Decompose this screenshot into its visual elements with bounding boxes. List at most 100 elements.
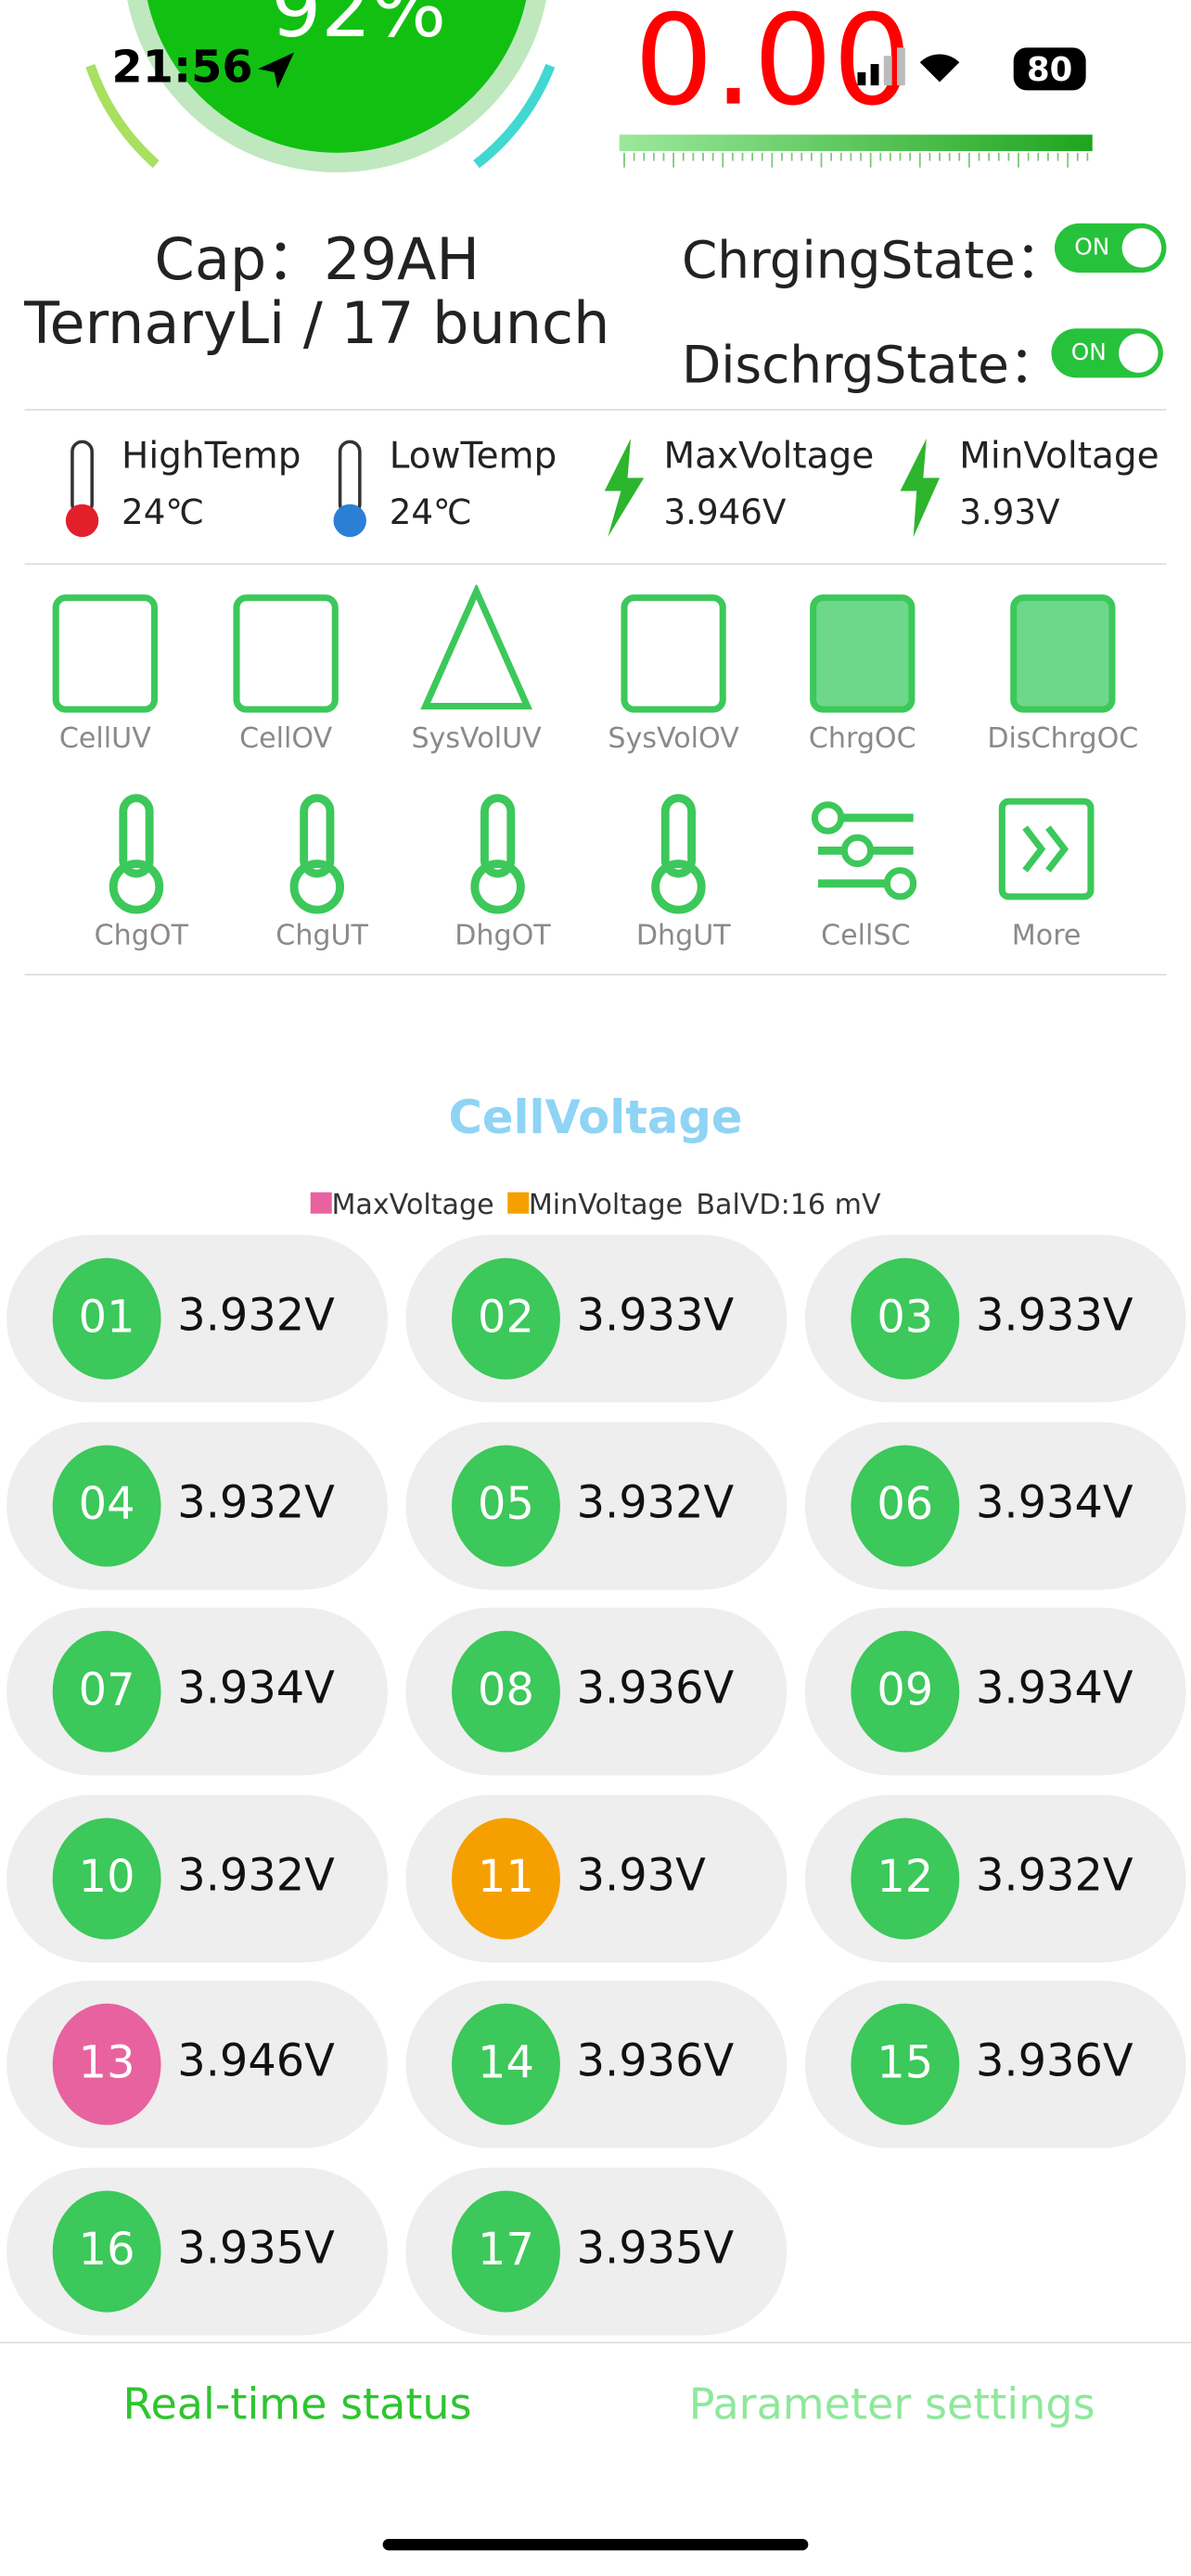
cell-id: 17	[452, 2189, 560, 2312]
legend-label: MaxVoltage	[331, 1189, 494, 1222]
charging-label: ChrgingState：	[681, 231, 1067, 291]
alarm-label: More	[1011, 919, 1082, 953]
cell-voltage: 3.932V	[177, 1850, 335, 1901]
cell-id: 07	[52, 1630, 161, 1753]
chevrons	[1022, 825, 1069, 873]
cell-id: 08	[452, 1630, 560, 1753]
status-time: 21:56	[111, 43, 253, 94]
cell-card: 01 3.932V	[6, 1234, 388, 1403]
reading-value: 3.93V	[959, 492, 1060, 532]
thermo-tube	[480, 794, 516, 878]
tab[interactable]: Parameter settings	[688, 2380, 1095, 2431]
cell-voltage: 3.936V	[975, 2036, 1133, 2087]
cell-id: 14	[452, 2003, 560, 2125]
cell-card: 13 3.946V	[6, 1980, 388, 2149]
tab[interactable]: Real-time status	[122, 2380, 472, 2431]
cell-title: CellVoltage	[448, 1090, 743, 1145]
cell-card: 02 3.933V	[405, 1234, 788, 1403]
reading-label: MinVoltage	[959, 437, 1159, 478]
cell-id: 13	[52, 2003, 161, 2125]
cell-card: 16 3.935V	[6, 2166, 388, 2335]
alarm-icon	[52, 594, 159, 713]
cell-card: 15 3.936V	[804, 1980, 1186, 2149]
cell-card: 10 3.932V	[6, 1793, 388, 1962]
cell-id: 04	[52, 1444, 161, 1566]
soc-text: 92%	[271, 0, 447, 57]
reading-icon	[900, 438, 941, 538]
location-icon	[258, 52, 295, 89]
thermo-bulb	[109, 860, 164, 914]
reading-value: 24℃	[122, 492, 205, 532]
reading-value: 24℃	[389, 492, 472, 532]
knob	[883, 867, 917, 900]
gauge-graphic	[85, 0, 1093, 172]
divider	[0, 2341, 1191, 2344]
alarm-label: DisChrgOC	[987, 722, 1139, 756]
cell-card: 06 3.934V	[804, 1421, 1186, 1589]
discharging-label: DischrgState：	[681, 337, 1060, 396]
reading-label: LowTemp	[389, 437, 557, 478]
cell-id: 12	[851, 1817, 960, 1939]
cell-voltage: 3.932V	[177, 1477, 335, 1528]
reading-label: HighTemp	[122, 437, 301, 478]
cell-id: 01	[52, 1257, 161, 1380]
thermo-tube	[70, 440, 94, 516]
cell-card: 04 3.932V	[6, 1421, 388, 1589]
alarm-label: CellSC	[821, 919, 911, 953]
cell-legend: MaxVoltage MinVoltage BalVD:16 mV	[0, 1189, 1191, 1222]
icon-frame	[1010, 594, 1116, 713]
alarm-icon	[289, 794, 345, 914]
cell-id: 03	[851, 1257, 960, 1380]
cell-voltage: 3.935V	[177, 2223, 335, 2274]
legend-label: MinVoltage	[528, 1189, 684, 1222]
cell-card: 05 3.932V	[405, 1421, 788, 1589]
reading-icon	[604, 438, 645, 538]
cell-voltage: 3.933V	[576, 1291, 735, 1342]
cell-voltage: 3.936V	[576, 1664, 735, 1715]
cell-id: 02	[452, 1257, 560, 1380]
cell-voltage: 3.934V	[975, 1477, 1133, 1528]
discharging-toggle[interactable]: ON	[1051, 328, 1163, 378]
reading-icon	[65, 440, 99, 538]
alarm-label: SysVolUV	[411, 722, 542, 756]
balance: BalVD:16 mV	[696, 1189, 881, 1222]
cell-id: 16	[52, 2189, 161, 2312]
thermo-bulb	[333, 504, 366, 538]
thermo-bulb	[470, 860, 525, 914]
current-text: 0.00	[634, 0, 913, 134]
knob	[811, 801, 845, 835]
alarm-icon	[651, 794, 706, 914]
icon-tri	[420, 584, 532, 710]
legend-swatch	[310, 1192, 332, 1214]
reading-value: 3.946V	[663, 492, 787, 532]
cell-voltage: 3.934V	[975, 1664, 1133, 1715]
alarm-icon	[233, 594, 339, 713]
alarm-label: DhgOT	[455, 919, 551, 953]
cell-voltage: 3.932V	[576, 1477, 735, 1528]
cell-id: 11	[452, 1817, 560, 1939]
icon-frame	[52, 594, 159, 713]
cell-card: 03 3.933V	[804, 1234, 1186, 1403]
cell-voltage: 3.936V	[576, 2036, 735, 2087]
signal-icons	[857, 47, 960, 86]
pack-type: TernaryLi / 17 bunch	[24, 292, 610, 359]
cell-card: 17 3.935V	[405, 2166, 788, 2335]
cell-id: 06	[851, 1444, 960, 1566]
cell-card: 12 3.932V	[804, 1793, 1186, 1962]
alarm-label: SysVolOV	[608, 722, 739, 756]
thermo-tube	[119, 794, 154, 878]
icon-frame	[621, 594, 726, 713]
thermo-bulb	[289, 860, 345, 914]
icon-frame	[810, 594, 916, 713]
alarm-icon	[420, 584, 532, 710]
cell-voltage: 3.933V	[975, 1291, 1133, 1342]
charging-toggle[interactable]: ON	[1054, 223, 1167, 273]
alarm-label: ChgUT	[275, 919, 368, 953]
alarm-label: CellUV	[58, 722, 151, 756]
toggle-text: ON	[1074, 235, 1110, 261]
capacity: Cap：29AH	[154, 228, 480, 295]
cell-id: 09	[851, 1630, 960, 1753]
cell-id: 15	[851, 2003, 960, 2125]
